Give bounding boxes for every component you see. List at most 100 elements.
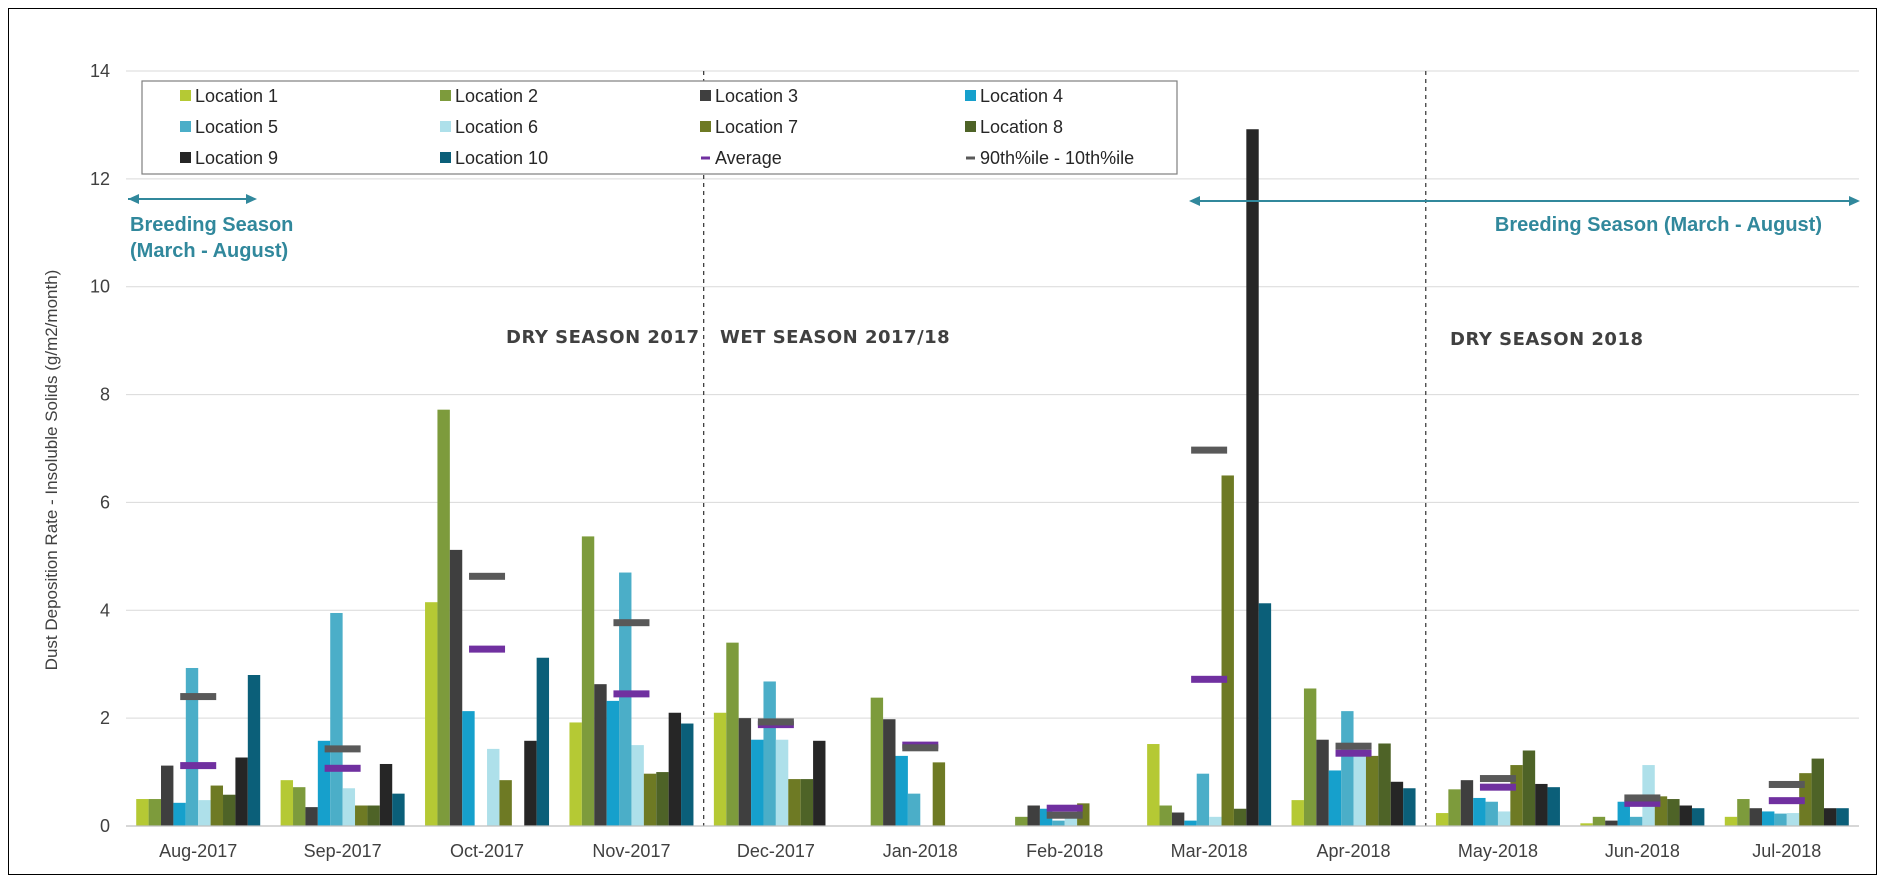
bar <box>1209 816 1222 826</box>
bar <box>524 740 537 826</box>
x-tick-label: Oct-2017 <box>450 841 524 861</box>
bar <box>656 772 669 826</box>
bar <box>1592 816 1606 826</box>
legend-label: Average <box>715 148 782 168</box>
x-tick-label: Dec-2017 <box>737 841 815 861</box>
bar <box>606 700 620 826</box>
y-tick-label: 6 <box>100 492 110 512</box>
x-tick-label: Feb-2018 <box>1026 841 1103 861</box>
bar <box>1448 789 1461 826</box>
legend-label: Location 7 <box>715 117 798 137</box>
bar <box>726 642 739 826</box>
marker-line <box>1624 794 1661 802</box>
x-tick-label: Aug-2017 <box>159 841 237 861</box>
bar <box>198 800 211 826</box>
bar <box>1774 813 1787 826</box>
bar <box>1171 812 1185 826</box>
x-tick-label: Sep-2017 <box>304 841 382 861</box>
marker-line <box>324 745 361 753</box>
bar <box>763 681 776 826</box>
x-tick-label: Nov-2017 <box>592 841 670 861</box>
y-tick-label: 14 <box>90 61 110 81</box>
bar <box>293 787 306 826</box>
legend-swatch <box>440 90 451 101</box>
bar <box>1836 808 1849 826</box>
marker-line <box>180 762 217 770</box>
y-tick-label: 4 <box>100 600 110 620</box>
marker-line <box>757 718 794 726</box>
bar <box>379 763 393 826</box>
legend-swatch <box>180 90 191 101</box>
bar <box>1064 814 1078 826</box>
y-tick-label: 2 <box>100 708 110 728</box>
bar <box>1547 787 1560 826</box>
bar <box>161 765 174 826</box>
marker-line <box>1768 780 1805 788</box>
legend-label: 90th%ile - 10th%ile <box>980 148 1134 168</box>
legend-swatch <box>965 121 976 132</box>
bar <box>136 799 149 826</box>
dry-season-2017-label: DRY SEASON 2017 <box>506 327 700 348</box>
legend-swatch <box>180 121 191 132</box>
legend-label: Location 5 <box>195 117 278 137</box>
legend-label: Location 9 <box>195 148 278 168</box>
bar <box>883 719 896 826</box>
bar <box>594 684 607 826</box>
bar <box>813 740 826 826</box>
bar <box>342 788 356 826</box>
bar <box>305 807 318 826</box>
bar <box>1341 711 1354 826</box>
bar <box>619 572 632 826</box>
marker-line <box>1191 675 1228 683</box>
legend-swatch <box>701 156 710 160</box>
marker-line <box>1479 783 1516 791</box>
y-axis-ticks: 0 2 4 6 8 10 12 14 <box>90 61 110 836</box>
bar <box>1580 823 1593 826</box>
bar <box>1196 773 1210 826</box>
bar <box>437 409 450 826</box>
marker-line <box>324 764 361 772</box>
bar <box>1221 475 1234 826</box>
bar <box>1522 750 1536 826</box>
bar <box>1724 816 1738 826</box>
bar <box>1353 743 1366 826</box>
legend-label: Location 2 <box>455 86 538 106</box>
bar <box>1390 781 1404 826</box>
bar <box>1435 813 1449 826</box>
bar <box>1052 820 1065 826</box>
legend-label: Location 6 <box>455 117 538 137</box>
bar <box>1761 811 1775 826</box>
bar <box>895 755 908 826</box>
bar <box>1485 801 1498 826</box>
dry-season-2018-label: DRY SEASON 2018 <box>1450 329 1644 350</box>
marker-line <box>1479 775 1516 783</box>
bar <box>668 712 682 826</box>
bar <box>392 793 405 826</box>
y-tick-label: 0 <box>100 816 110 836</box>
marker-line <box>613 690 650 698</box>
bar <box>631 745 644 826</box>
bar <box>581 536 595 826</box>
bar <box>1667 799 1680 826</box>
bar <box>1258 603 1272 826</box>
bar <box>800 779 814 826</box>
legend-swatch <box>440 121 451 132</box>
marker-line <box>902 744 939 752</box>
y-tick-label: 8 <box>100 385 110 405</box>
marker-line <box>1768 797 1805 805</box>
x-tick-label: May-2018 <box>1458 841 1538 861</box>
bar <box>536 657 550 826</box>
bar <box>1679 805 1692 826</box>
bar <box>1303 688 1317 826</box>
bar <box>1749 808 1762 826</box>
y-tick-label: 10 <box>90 277 110 297</box>
bar <box>751 739 764 826</box>
legend-swatch <box>440 152 451 163</box>
legend-label: Location 8 <box>980 117 1063 137</box>
marker-line <box>469 645 506 653</box>
marker-line <box>1335 742 1372 750</box>
bar <box>569 722 582 826</box>
marker-line <box>1046 804 1083 812</box>
bar <box>788 779 801 826</box>
